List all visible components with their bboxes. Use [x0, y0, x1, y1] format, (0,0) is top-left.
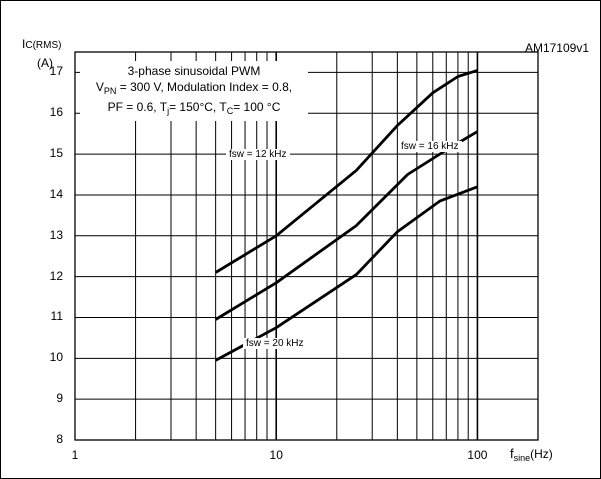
y-tick-label: 9 [56, 391, 63, 406]
y-tick-label: 12 [49, 268, 63, 283]
annotation-line-3: PF = 0.6, Tj= 150°C, TC= 100 °C [107, 100, 281, 116]
series-label-20khz: fsw = 20 kHz [243, 338, 307, 349]
x-tick-label: 100 [467, 448, 488, 462]
plot-border [74, 51, 539, 441]
y-tick-label: 14 [49, 186, 63, 201]
y-tick-label: 16 [49, 105, 63, 120]
x-tick-label: 1 [71, 448, 79, 462]
y-tick-label: 15 [49, 146, 63, 161]
y-tick-label: 11 [50, 309, 63, 324]
y-tick-label: 13 [49, 227, 63, 242]
x-tick-label: 10 [269, 448, 283, 462]
grid [75, 52, 538, 440]
y-axis-label-main: I [22, 37, 26, 51]
y-tick-label: 8 [56, 432, 63, 446]
series-label-12khz: fsw = 12 kHz [226, 149, 290, 160]
series-label-16khz: fsw = 16 kHz [398, 141, 462, 152]
y-tick-label: 10 [49, 350, 63, 365]
series-line-0 [214, 69, 478, 274]
conditions-annotation: 3-phase sinusoidal PWM VPN = 300 V, Modu… [80, 61, 308, 121]
figure-id: AM17109v1 [524, 41, 589, 55]
x-axis-label-main: f [510, 446, 514, 461]
x-axis-unit: (Hz) [530, 447, 553, 461]
y-tick-label: 17 [49, 64, 63, 79]
annotation-line-1: 3-phase sinusoidal PWM [127, 64, 261, 78]
x-axis-label-sub: sine [513, 453, 531, 463]
x-axis-label: fsine(Hz) [510, 446, 553, 463]
series-line-2 [214, 185, 478, 362]
annotation-line-2: VPN = 300 V, Modulation Index = 0.8, [95, 80, 293, 96]
y-axis-label-sub: C(RMS) [25, 40, 62, 51]
y-axis-label: IC(RMS) [22, 37, 61, 51]
y-axis-unit: (A) [37, 56, 53, 70]
